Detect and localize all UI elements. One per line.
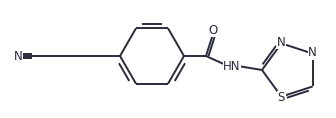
Text: HN: HN <box>223 59 241 72</box>
Text: N: N <box>14 49 23 63</box>
Text: O: O <box>208 23 218 36</box>
Text: N: N <box>277 36 286 49</box>
Text: N: N <box>308 46 317 59</box>
Text: S: S <box>278 91 285 104</box>
